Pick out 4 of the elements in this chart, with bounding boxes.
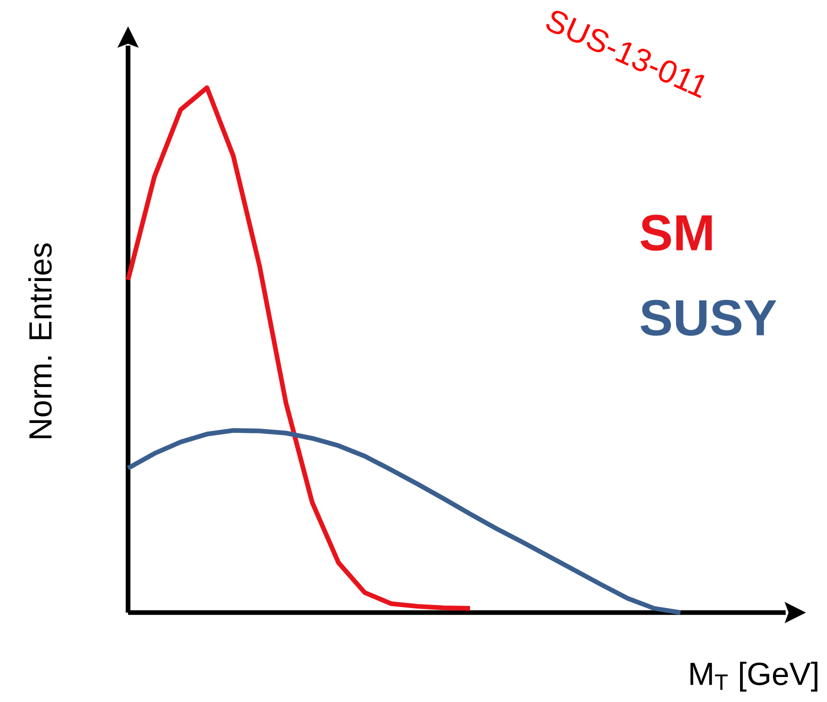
text: SM <box>640 214 712 251</box>
text: SUSY <box>640 300 776 336</box>
y-axis-title: Norm. Entries <box>28 244 52 438</box>
x-axis-title: M$_{T}$ [GeV] <box>690 662 818 692</box>
